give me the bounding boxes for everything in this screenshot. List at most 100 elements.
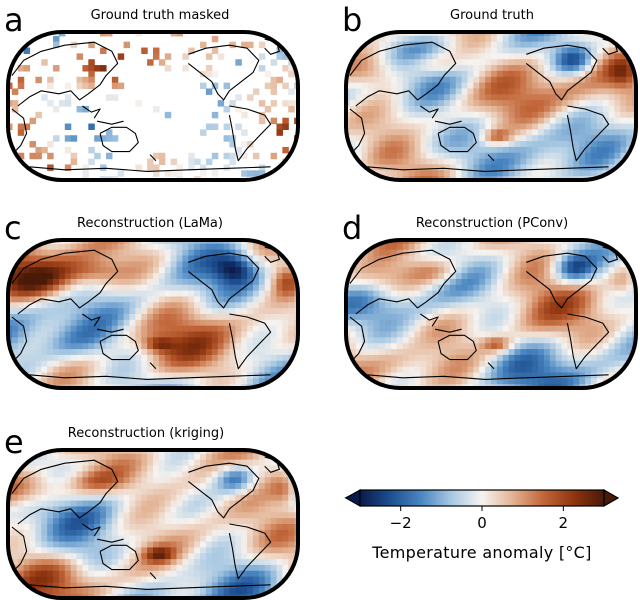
grid-cell: [288, 384, 295, 388]
grid-cell: [526, 343, 533, 350]
grid-cell: [105, 302, 113, 309]
grid-cell: [585, 152, 592, 160]
grid-cell: [11, 88, 19, 95]
grid-cell: [123, 354, 131, 362]
coastline: [487, 362, 495, 370]
grid-cell: [567, 135, 574, 142]
grid-cell: [188, 354, 195, 362]
grid-cell: [8, 170, 13, 177]
grid-cell: [76, 331, 84, 338]
grid-cell: [82, 477, 89, 484]
grid-cell: [8, 82, 13, 90]
grid-cell: [596, 164, 604, 171]
grid-cell: [585, 325, 592, 333]
grid-cell: [461, 349, 469, 356]
grid-cell: [485, 273, 492, 280]
grid-cell: [147, 284, 154, 292]
grid-cell: [346, 384, 351, 388]
grid-cell: [561, 302, 569, 309]
grid-cell: [467, 319, 474, 327]
grid-cell: [391, 53, 398, 60]
grid-cell: [543, 135, 551, 142]
grid-cell: [573, 302, 580, 309]
grid-cell: [438, 41, 445, 49]
grid-cell: [485, 117, 492, 125]
grid-cell: [420, 111, 427, 119]
grid-cell: [270, 450, 278, 455]
grid-cell: [455, 117, 463, 125]
grid-cell: [590, 314, 598, 321]
grid-cell: [229, 290, 236, 298]
grid-cell: [141, 354, 148, 362]
grid-cell: [58, 284, 66, 292]
grid-cell: [532, 240, 539, 245]
grid-cell: [200, 477, 207, 484]
grid-cell: [223, 255, 231, 262]
grid-cell: [573, 47, 580, 54]
grid-cell: [270, 325, 278, 333]
grid-cell: [241, 450, 248, 455]
coastline: [96, 120, 124, 125]
grid-cell: [361, 284, 369, 292]
grid-cell: [520, 319, 527, 327]
grid-cell: [573, 284, 580, 292]
grid-cell: [467, 35, 474, 43]
grid-cell: [76, 249, 84, 257]
grid-cell: [596, 354, 604, 362]
grid-cell: [532, 152, 539, 160]
grid-cell: [561, 343, 569, 350]
grid-cell: [17, 450, 25, 455]
grid-cell: [426, 372, 433, 379]
grid-cell: [543, 94, 551, 101]
grid-cell: [70, 512, 78, 519]
grid-cell: [391, 106, 398, 113]
grid-cell: [247, 471, 254, 478]
grid-cell: [141, 465, 148, 472]
grid-cell: [158, 488, 166, 496]
coastline: [11, 108, 28, 152]
grid-cell: [217, 360, 225, 368]
grid-cell: [70, 337, 78, 344]
grid-cell: [276, 366, 283, 374]
grid-cell: [235, 94, 242, 101]
grid-cell: [205, 331, 213, 338]
grid-cell: [355, 32, 363, 37]
grid-cell: [235, 471, 242, 478]
grid-cell: [385, 129, 392, 136]
grid-cell: [258, 372, 266, 379]
grid-cell: [241, 267, 248, 274]
grid-cell: [170, 354, 178, 362]
grid-cell: [355, 117, 363, 125]
grid-cell: [217, 506, 225, 513]
grid-cell: [385, 261, 392, 268]
grid-cell: [614, 146, 621, 154]
grid-cell: [379, 76, 386, 84]
grid-cell: [467, 41, 474, 49]
grid-cell: [467, 290, 474, 298]
grid-cell: [461, 284, 469, 292]
grid-cell: [496, 278, 504, 286]
grid-cell: [182, 255, 189, 262]
grid-cell: [346, 176, 351, 180]
grid-cell: [111, 267, 119, 274]
grid-cell: [247, 331, 254, 338]
grid-cell: [561, 70, 569, 78]
grid-cell: [41, 453, 48, 461]
grid-cell: [585, 360, 592, 368]
grid-cell: [514, 343, 521, 350]
grid-cell: [608, 152, 616, 160]
grid-cell: [111, 349, 119, 356]
grid-cell: [367, 302, 374, 309]
grid-cell: [485, 94, 492, 101]
grid-cell: [455, 243, 463, 251]
grid-cell: [205, 518, 213, 525]
grid-cell: [567, 65, 574, 72]
grid-cell: [141, 535, 148, 543]
grid-cell: [229, 302, 236, 309]
grid-cell: [620, 296, 627, 303]
grid-cell: [123, 459, 131, 467]
grid-cell: [41, 354, 48, 362]
grid-cell: [514, 372, 521, 379]
grid-cell: [502, 290, 510, 298]
grid-cell: [100, 471, 107, 478]
